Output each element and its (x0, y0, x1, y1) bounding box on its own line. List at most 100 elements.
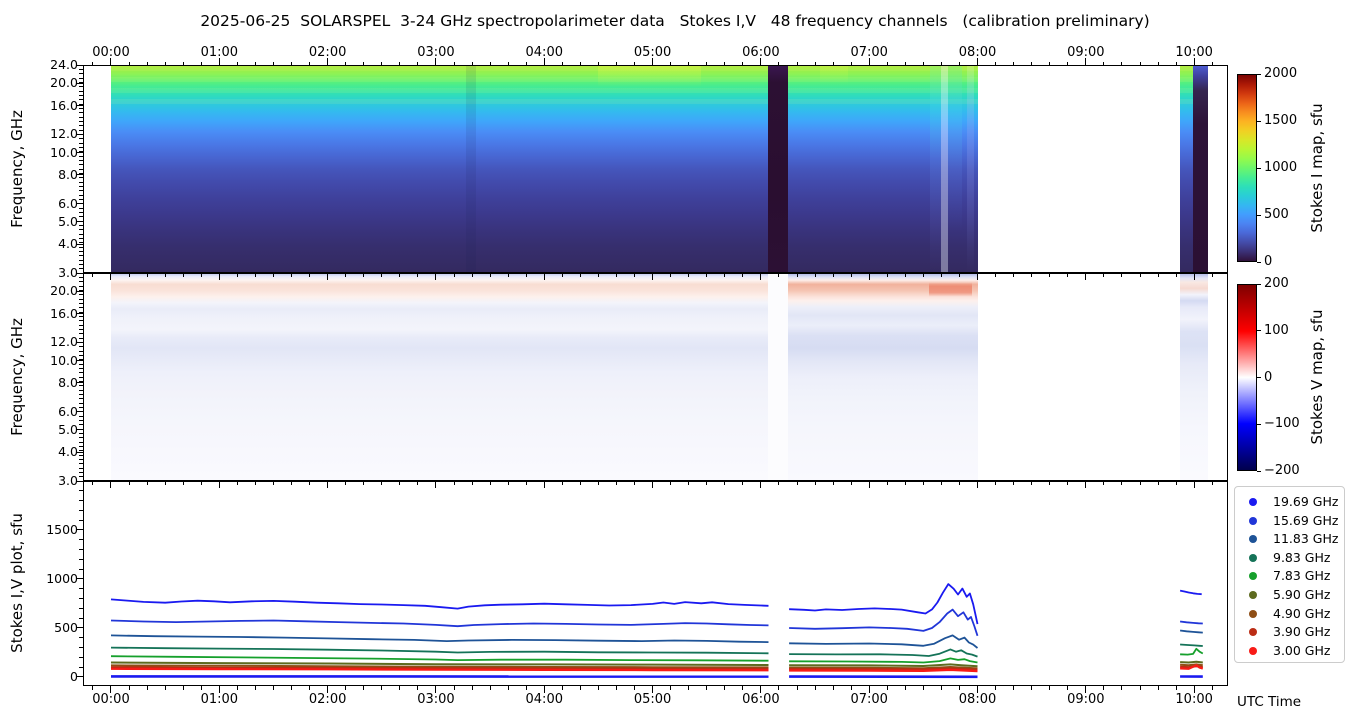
x-tick (525, 61, 527, 65)
x-tick (1103, 273, 1105, 277)
series-line-15-69-ghz (110, 619, 769, 628)
freq-minor-tick (79, 467, 83, 469)
x-tick (706, 481, 708, 485)
stokes-i-map-panel (83, 65, 1228, 273)
x-tick (579, 686, 581, 690)
p3-y-minor-tick (79, 598, 83, 600)
freq-minor-tick (79, 476, 83, 478)
freq-minor-tick (79, 259, 83, 261)
p3-y-tick-label: 1000 (46, 570, 78, 586)
x-tick (1211, 273, 1213, 277)
x-tick (1013, 686, 1015, 690)
x-tick (453, 686, 455, 690)
x-tick (399, 61, 401, 65)
colorbar-v-tick-label: 0 (1264, 369, 1273, 385)
x-tick (507, 686, 509, 690)
x-tick (164, 481, 166, 485)
x-tick (435, 273, 437, 280)
x-tick (579, 273, 581, 277)
x-tick (922, 481, 924, 485)
x-tick (995, 481, 997, 485)
x-tick (868, 481, 870, 488)
freq-minor-tick (79, 237, 83, 239)
x-tick (688, 61, 690, 65)
freq-minor-tick (79, 159, 83, 161)
x-tick (977, 273, 979, 280)
x-tick (778, 481, 780, 485)
x-tick (489, 61, 491, 65)
x-tick (995, 273, 997, 277)
freq-tick-label: 20.0 (50, 75, 78, 91)
x-tick (868, 686, 870, 693)
x-tick (525, 273, 527, 277)
legend-item: 7.83 GHz (1235, 566, 1344, 585)
x-tick (399, 273, 401, 277)
x-tick (507, 273, 509, 277)
x-tick-label-top: 00:00 (92, 45, 130, 60)
x-tick (922, 273, 924, 277)
x-tick (525, 686, 527, 690)
x-tick (670, 273, 672, 277)
freq-minor-tick (79, 190, 83, 192)
x-tick (724, 686, 726, 690)
p3-y-minor-tick (79, 568, 83, 570)
x-tick (236, 61, 238, 65)
freq-minor-tick (79, 194, 83, 196)
freq-minor-tick (79, 203, 83, 205)
x-tick (904, 686, 906, 690)
stokes-i-data-block (110, 66, 978, 272)
x-tick (1121, 686, 1123, 690)
freq-minor-tick (79, 268, 83, 270)
x-tick (1049, 686, 1051, 690)
freq-minor-tick (79, 281, 83, 283)
series-line-15-69-ghz (789, 608, 979, 637)
freq-minor-tick (79, 385, 83, 387)
freq-tick-label: 20.0 (50, 283, 78, 299)
x-tick (814, 273, 816, 277)
x-tick (634, 273, 636, 277)
colorbar-v-tick (1257, 377, 1261, 378)
stokes-i-overlay-streak (940, 66, 949, 272)
series-line-7-83-ghz (110, 655, 769, 662)
x-tick-label-top: 03:00 (417, 45, 455, 60)
x-tick (309, 686, 311, 690)
x-tick (1067, 686, 1069, 690)
x-tick (995, 686, 997, 690)
x-tick (164, 61, 166, 65)
colorbar-i-tick (1257, 261, 1261, 263)
x-tick (1211, 481, 1213, 485)
freq-minor-tick (79, 389, 83, 391)
x-tick (327, 686, 329, 693)
freq-minor-tick (79, 285, 83, 287)
freq-minor-tick (79, 250, 83, 252)
freq-minor-tick (79, 107, 83, 109)
x-tick (1085, 58, 1087, 65)
freq-tick (76, 82, 83, 84)
x-tick (272, 61, 274, 65)
x-tick (1139, 273, 1141, 277)
x-tick (1049, 481, 1051, 485)
x-tick (381, 481, 383, 485)
p3-y-minor-tick (79, 588, 83, 590)
x-tick (1139, 61, 1141, 65)
x-tick (814, 686, 816, 690)
freq-minor-tick (79, 168, 83, 170)
x-tick (886, 61, 888, 65)
x-tick (218, 686, 220, 693)
x-tick (381, 686, 383, 690)
freq-tick-label: 10.0 (50, 144, 78, 160)
freq-tick-label: 16.0 (50, 97, 78, 113)
x-tick (345, 481, 347, 485)
x-tick (958, 481, 960, 485)
stokes-i-overlay-streak (598, 66, 702, 272)
x-tick (110, 58, 112, 65)
x-tick (218, 58, 220, 65)
x-tick (146, 273, 148, 277)
freq-minor-tick (79, 155, 83, 157)
freq-tick-label: 6.0 (58, 403, 78, 419)
x-tick (345, 273, 347, 277)
freq-minor-tick (79, 68, 83, 70)
x-tick (291, 686, 293, 690)
x-tick (1067, 481, 1069, 485)
colorbar-i-tick-label: 1500 (1264, 113, 1298, 128)
